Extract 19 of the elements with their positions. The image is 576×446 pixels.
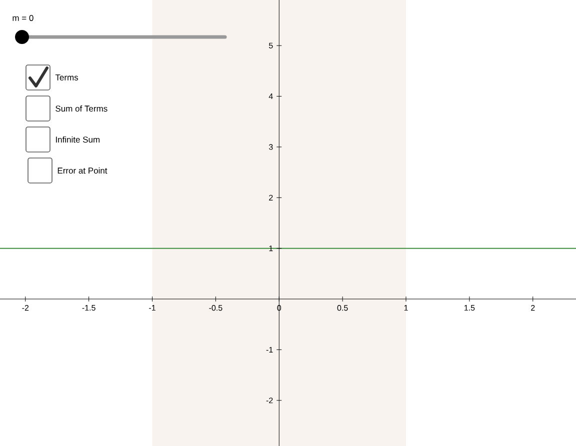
x-tick-label: -1.5 bbox=[82, 305, 96, 311]
x-tick-label: -0.5 bbox=[209, 305, 222, 311]
x-tick-label: 2 bbox=[531, 305, 535, 311]
y-tick-label: -2 bbox=[266, 398, 273, 404]
annotation: Terms bbox=[55, 74, 78, 80]
x-tick-label: 1 bbox=[404, 305, 408, 311]
y-tick-label: -1 bbox=[266, 346, 273, 352]
x-tick-label: -1 bbox=[149, 305, 156, 311]
y-tick-label: 2 bbox=[269, 194, 273, 200]
y-tick-label: 4 bbox=[268, 94, 273, 100]
x-tick-label: 0.5 bbox=[337, 305, 348, 311]
x-tick-label: 1.5 bbox=[464, 305, 475, 311]
annotation: m = 0 bbox=[12, 14, 34, 21]
annotation: Infinite Sum bbox=[56, 136, 100, 143]
annotation: Sum of Terms bbox=[56, 105, 108, 112]
y-tick-label: 5 bbox=[268, 42, 273, 48]
y-tick-label: 3 bbox=[268, 144, 273, 150]
x-tick-label: -2 bbox=[22, 305, 29, 311]
annotation: Error at Point bbox=[58, 167, 108, 174]
